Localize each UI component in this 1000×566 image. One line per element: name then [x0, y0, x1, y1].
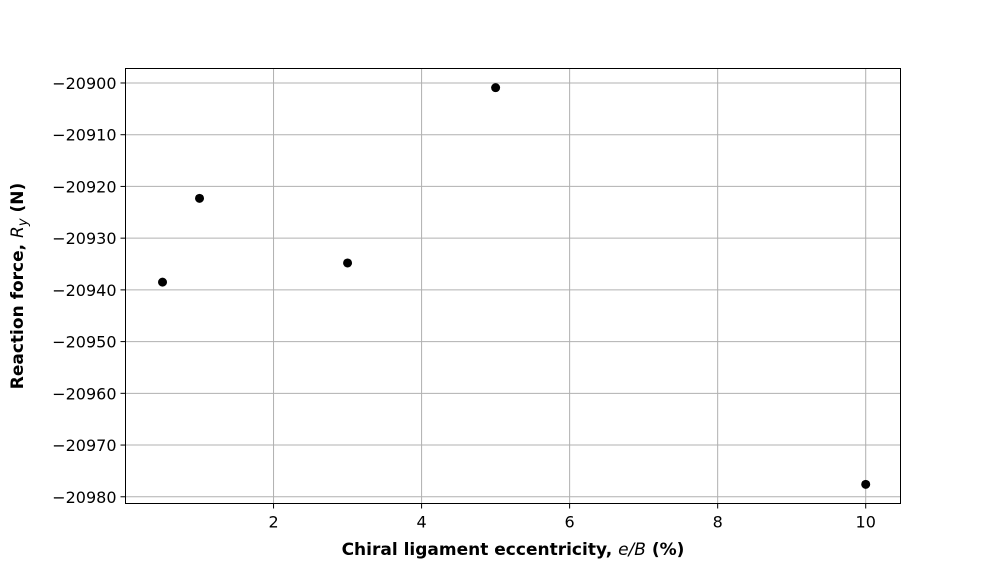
- y-tick-label: −20930: [52, 229, 116, 248]
- y-axis-label-math: R: [8, 226, 28, 238]
- data-point: [195, 193, 205, 203]
- y-tick-label: −20920: [52, 177, 116, 196]
- x-axis-label: Chiral ligament eccentricity, e/B (%): [342, 540, 685, 560]
- plot-frame: [125, 68, 901, 504]
- x-tick-label: 4: [416, 513, 426, 532]
- x-axis-label-suffix: (%): [646, 540, 685, 560]
- data-points: [158, 83, 871, 489]
- y-axis-label: Reaction force, Ry (N): [8, 183, 31, 389]
- y-tick-label: −20900: [52, 74, 116, 93]
- axis-ticks: 2 4 6 8 10 −20900 −20910 −20920 −20930 −20940 −209…: [52, 74, 876, 532]
- x-tick-label: 6: [565, 513, 575, 532]
- y-tick-label: −20910: [52, 126, 116, 145]
- x-tick-label: 8: [713, 513, 723, 532]
- x-axis-label-prefix: Chiral ligament eccentricity,: [342, 540, 619, 560]
- data-point: [861, 479, 871, 489]
- x-tick-label: 2: [268, 513, 278, 532]
- y-tick-label: −20980: [52, 488, 116, 507]
- y-tick-label: −20970: [52, 436, 116, 455]
- y-axis-label-prefix: Reaction force,: [8, 238, 28, 389]
- y-axis-label-subscript: y: [16, 218, 31, 227]
- x-tick-label: 10: [856, 513, 876, 532]
- data-point: [343, 258, 353, 268]
- data-point: [491, 83, 501, 93]
- y-tick-label: −20950: [52, 333, 116, 352]
- y-axis-label-suffix: (N): [8, 183, 28, 219]
- data-point: [158, 277, 168, 287]
- y-tick-label: −20940: [52, 281, 116, 300]
- x-axis-label-math: e/B: [618, 540, 646, 560]
- y-tick-label: −20960: [52, 384, 116, 403]
- grid-lines: [125, 68, 901, 504]
